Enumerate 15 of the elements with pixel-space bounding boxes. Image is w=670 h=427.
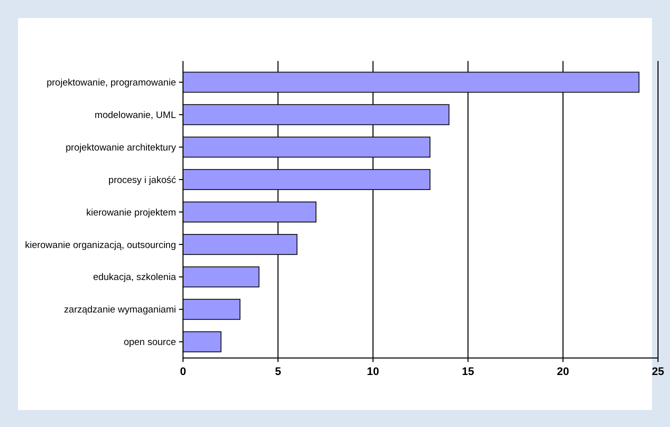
y-tick-label: projektowanie architektury	[66, 142, 176, 154]
y-tick-label: kierowanie projektem	[86, 207, 176, 218]
y-tick-label: projektowanie, programowanie	[46, 78, 176, 89]
y-tick-label: zarządzanie wymaganiami	[64, 304, 176, 316]
x-tick-label: 0	[180, 366, 186, 378]
x-tick-label: 10	[366, 366, 380, 378]
y-tick-label: open source	[124, 337, 176, 348]
x-tick-label: 15	[462, 366, 474, 378]
x-tick-label: 5	[274, 366, 282, 378]
x-tick-label: 20	[556, 366, 570, 378]
y-tick-label: edukacja, szkolenia	[93, 272, 177, 284]
y-tick-label: kierowanie organizacją, outsourcing	[24, 240, 176, 251]
x-tick-label: 25	[652, 366, 664, 378]
y-tick-label: modelowanie, UML	[94, 110, 176, 121]
y-tick-label: procesy i jakość	[108, 174, 176, 186]
